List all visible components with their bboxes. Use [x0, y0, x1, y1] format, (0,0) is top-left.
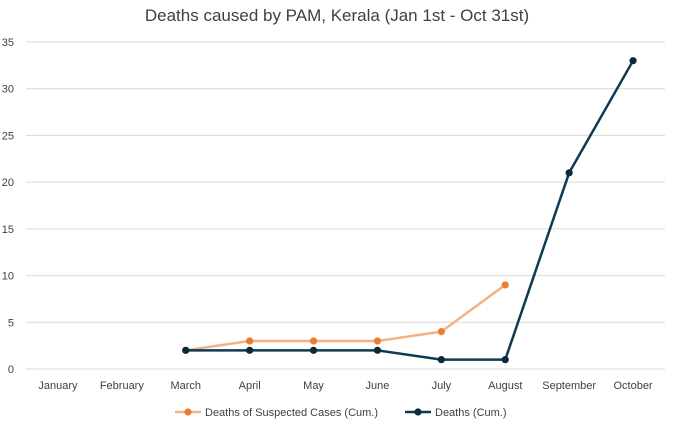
x-tick-label: October [613, 380, 652, 392]
y-tick-label: 10 [2, 271, 14, 283]
legend: Deaths of Suspected Cases (Cum.) Deaths (… [175, 407, 507, 419]
y-axis-ticks: 0 5 10 15 20 25 30 35 [2, 37, 14, 376]
x-tick-label: August [488, 380, 522, 392]
data-point [629, 57, 637, 65]
data-point [309, 337, 318, 345]
data-point [501, 281, 509, 289]
y-tick-label: 15 [2, 224, 14, 236]
series-line [184, 283, 507, 352]
data-point [246, 337, 254, 345]
y-tick-label: 20 [2, 177, 14, 189]
x-tick-label: February [100, 380, 145, 392]
series-lines [182, 57, 637, 364]
gridlines [26, 41, 665, 370]
data-point [246, 346, 254, 354]
legend-item: Deaths (Cum.) [405, 407, 507, 419]
data-point [309, 346, 318, 354]
x-tick-label: September [542, 380, 596, 392]
data-point [182, 346, 190, 354]
data-point [373, 346, 382, 354]
x-axis-ticks: January February March April May June July Augu… [38, 380, 653, 392]
series-group [182, 281, 509, 354]
data-point [437, 356, 445, 364]
legend-swatch-marker [414, 408, 422, 416]
y-tick-label: 25 [2, 130, 14, 142]
x-tick-label: April [239, 380, 261, 392]
data-point [373, 337, 382, 345]
legend-swatch-marker [184, 408, 192, 416]
chart-title: Deaths caused by PAM, Kerala (Jan 1st - … [145, 6, 529, 25]
legend-label: Deaths of Suspected Cases (Cum.) [205, 407, 378, 419]
y-tick-label: 35 [2, 37, 14, 49]
series-line [184, 59, 635, 361]
x-tick-label: June [366, 380, 390, 392]
x-tick-label: July [432, 380, 452, 392]
x-tick-label: March [170, 380, 201, 392]
data-point [437, 328, 445, 336]
y-tick-label: 0 [8, 364, 14, 376]
series-group [182, 57, 637, 364]
data-point [565, 169, 573, 177]
legend-label: Deaths (Cum.) [435, 407, 507, 419]
x-tick-label: May [303, 380, 324, 392]
y-tick-label: 30 [2, 84, 14, 96]
x-tick-label: January [38, 380, 78, 392]
data-point [501, 356, 509, 364]
y-tick-label: 5 [8, 317, 14, 329]
legend-item: Deaths of Suspected Cases (Cum.) [175, 407, 378, 419]
